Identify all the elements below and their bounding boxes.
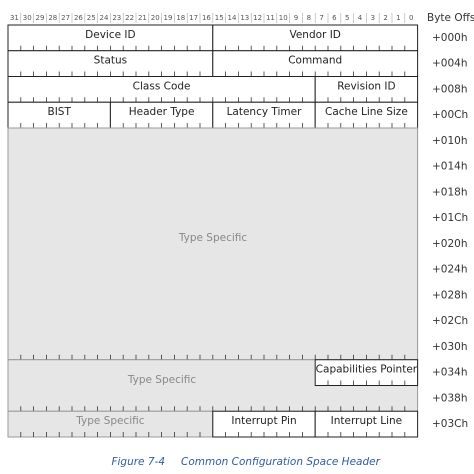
bit-number: 16: [202, 14, 211, 22]
reserved-field: [7, 127, 419, 361]
byte-offset: +010h: [432, 135, 468, 147]
bit-number: 17: [189, 14, 198, 22]
byte-offset: +03Ch: [432, 418, 468, 430]
byte-offset: +028h: [432, 289, 468, 301]
byte-offset: +00Ch: [432, 109, 468, 121]
field-label: Header Type: [129, 106, 195, 118]
field-label: Interrupt Pin: [231, 415, 296, 427]
bit-number: 23: [112, 14, 121, 22]
field-label: Capabilities Pointer: [316, 364, 418, 376]
bit-number: 14: [228, 14, 237, 22]
field-label: BIST: [48, 106, 72, 118]
field-label: Status: [94, 55, 127, 67]
byte-offset: +038h: [432, 392, 468, 404]
caption-title: Common Configuration Space Header: [181, 456, 381, 468]
bit-number: 15: [215, 14, 224, 22]
bit-number: 10: [279, 14, 288, 22]
field-label: Interrupt Line: [331, 415, 402, 427]
byte-offset: +02Ch: [432, 315, 468, 327]
bit-number: 21: [138, 14, 147, 22]
bit-number: 0: [409, 14, 413, 22]
field-label: Latency Timer: [227, 106, 303, 118]
field-label: Type Specific: [178, 232, 248, 244]
field-label: Type Specific: [75, 415, 145, 427]
caption-number: Figure 7-4: [111, 456, 165, 468]
bit-number: 28: [48, 14, 57, 22]
bit-number: 6: [332, 14, 337, 22]
bit-number: 5: [345, 14, 349, 22]
offset-header: Byte Offset: [427, 12, 474, 24]
bit-number: 30: [23, 14, 32, 22]
bit-number: 31: [10, 14, 19, 22]
bit-number: 7: [319, 14, 323, 22]
bit-number: 9: [294, 14, 298, 22]
bit-number: 13: [240, 14, 249, 22]
bit-number: 3: [371, 14, 375, 22]
byte-offset: +030h: [432, 341, 468, 353]
field-label: Revision ID: [337, 80, 395, 92]
bit-number: 27: [61, 14, 70, 22]
bit-number: 1: [396, 14, 400, 22]
bit-number: 26: [74, 14, 83, 22]
bit-number: 11: [266, 14, 275, 22]
field-label: Cache Line Size: [325, 106, 408, 118]
bit-number: 22: [125, 14, 134, 22]
field-label: Vendor ID: [289, 29, 340, 41]
byte-offset: +020h: [432, 238, 468, 250]
field-label: Command: [288, 55, 342, 67]
field-label: Type Specific: [127, 374, 197, 386]
bit-number: 25: [87, 14, 96, 22]
byte-offset: +018h: [432, 186, 468, 198]
bit-number: 2: [383, 14, 387, 22]
byte-offset: +000h: [432, 32, 468, 44]
bit-number: 8: [307, 14, 311, 22]
bit-number: 12: [253, 14, 262, 22]
bit-number: 4: [358, 14, 363, 22]
byte-offset: +014h: [432, 161, 468, 173]
bit-number: 29: [36, 14, 45, 22]
bit-number: 20: [151, 14, 160, 22]
field-label: Device ID: [85, 29, 135, 41]
byte-offset: +004h: [432, 58, 468, 70]
field-label: Class Code: [133, 80, 191, 92]
byte-offset: +01Ch: [432, 212, 468, 224]
byte-offset: +024h: [432, 264, 468, 276]
byte-offset: +008h: [432, 83, 468, 95]
bit-number: 18: [176, 14, 185, 22]
bit-number: 19: [164, 14, 173, 22]
field: [314, 101, 419, 129]
byte-offset: +034h: [432, 367, 468, 379]
bit-number: 24: [100, 14, 109, 22]
